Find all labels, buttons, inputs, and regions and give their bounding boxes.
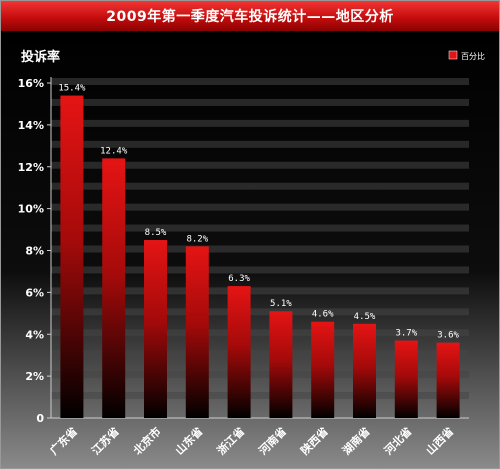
grid-stripe <box>51 308 469 316</box>
bar <box>227 286 251 418</box>
grid-stripe <box>51 98 469 106</box>
bar-value-label: 15.4% <box>58 84 86 94</box>
y-tick-label: 10% <box>18 203 44 216</box>
y-tick-label: 14% <box>18 119 44 132</box>
grid-stripe <box>51 392 469 400</box>
bar-chart: 02%4%6%8%10%12%14%16%投诉率 百分比15.4%广东省12.4%… <box>1 31 499 468</box>
bar <box>436 342 460 418</box>
y-tick-label: 4% <box>25 328 44 341</box>
y-tick-label: 6% <box>25 286 44 299</box>
bar-value-label: 5.1% <box>270 299 292 309</box>
grid-stripe <box>51 224 469 232</box>
bar-value-label: 6.3% <box>228 274 250 284</box>
grid-stripe <box>51 119 469 127</box>
legend-label: 百分比 <box>461 51 485 61</box>
y-tick-label: 16% <box>18 77 44 90</box>
bar <box>60 95 84 418</box>
y-tick-label: 8% <box>25 245 44 258</box>
bar <box>269 311 293 418</box>
y-axis-title: 投诉率 <box>21 49 60 65</box>
grid-stripe <box>51 161 469 169</box>
chart-title: 2009年第一季度汽车投诉统计——地区分析 <box>1 1 499 31</box>
bar <box>394 340 418 418</box>
legend-swatch <box>448 50 458 60</box>
bar-value-label: 8.5% <box>145 228 167 238</box>
grid-stripe <box>51 140 469 148</box>
grid-stripe <box>51 245 469 253</box>
bar-value-label: 4.6% <box>312 310 334 320</box>
bar-value-label: 8.2% <box>186 234 208 244</box>
bar-value-label: 3.7% <box>395 329 417 339</box>
grid-stripe <box>51 203 469 211</box>
bar <box>185 246 209 418</box>
grid-stripe <box>51 350 469 358</box>
grid-stripe <box>51 287 469 295</box>
bar <box>311 321 335 418</box>
y-tick-label: 2% <box>25 370 44 383</box>
bar-value-label: 3.6% <box>437 331 459 341</box>
bar <box>353 323 376 418</box>
bar-value-label: 4.5% <box>354 312 376 322</box>
y-tick-label: 0 <box>36 412 44 425</box>
y-tick-label: 12% <box>18 161 44 174</box>
bar <box>102 158 126 418</box>
grid-stripe <box>51 182 469 190</box>
bar <box>144 240 167 418</box>
bar-value-label: 12.4% <box>100 146 128 156</box>
grid-stripe <box>51 78 469 85</box>
grid-stripe <box>51 371 469 379</box>
grid-stripe <box>51 266 469 274</box>
grid-stripe <box>51 329 469 337</box>
